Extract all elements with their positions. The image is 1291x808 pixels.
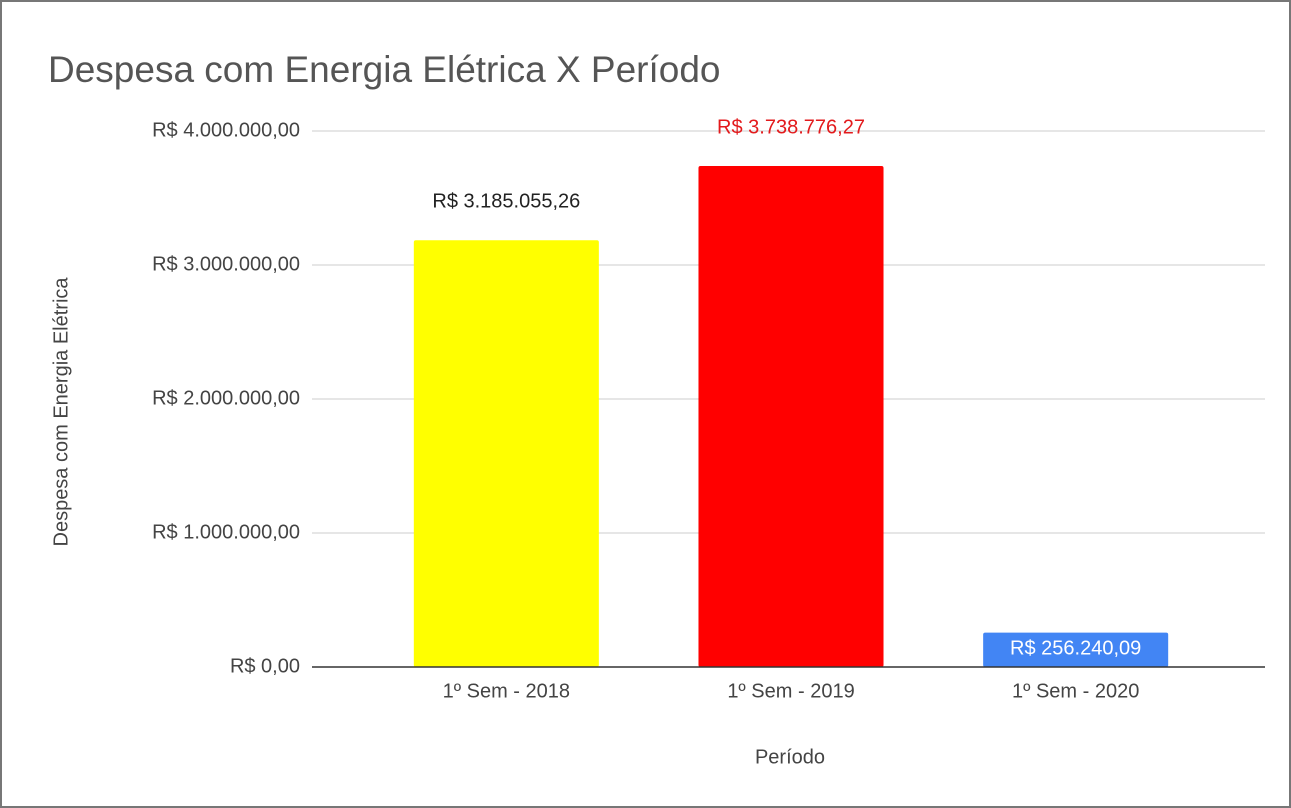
chart-title: Despesa com Energia Elétrica X Período [48,49,721,90]
y-tick-label: R$ 1.000.000,00 [152,521,300,543]
x-tick-label: 1º Sem - 2020 [1012,680,1139,702]
y-tick-label: R$ 3.000.000,00 [152,253,300,275]
y-tick-label: R$ 0,00 [230,655,300,677]
x-tick-label: 1º Sem - 2018 [443,680,570,702]
value-label: R$ 3.738.776,27 [717,116,865,138]
y-axis-label: Despesa com Energia Elétrica [50,277,72,547]
x-tick-label: 1º Sem - 2019 [727,680,854,702]
bar [698,166,884,668]
value-label: R$ 256.240,09 [1010,637,1141,659]
value-label: R$ 3.185.055,26 [432,190,580,212]
x-axis-label: Período [755,746,825,768]
y-tick-label: R$ 4.000.000,00 [152,119,300,141]
value-label-background [1004,634,1148,663]
y-tick-label: R$ 2.000.000,00 [152,387,300,409]
bar [413,240,599,668]
